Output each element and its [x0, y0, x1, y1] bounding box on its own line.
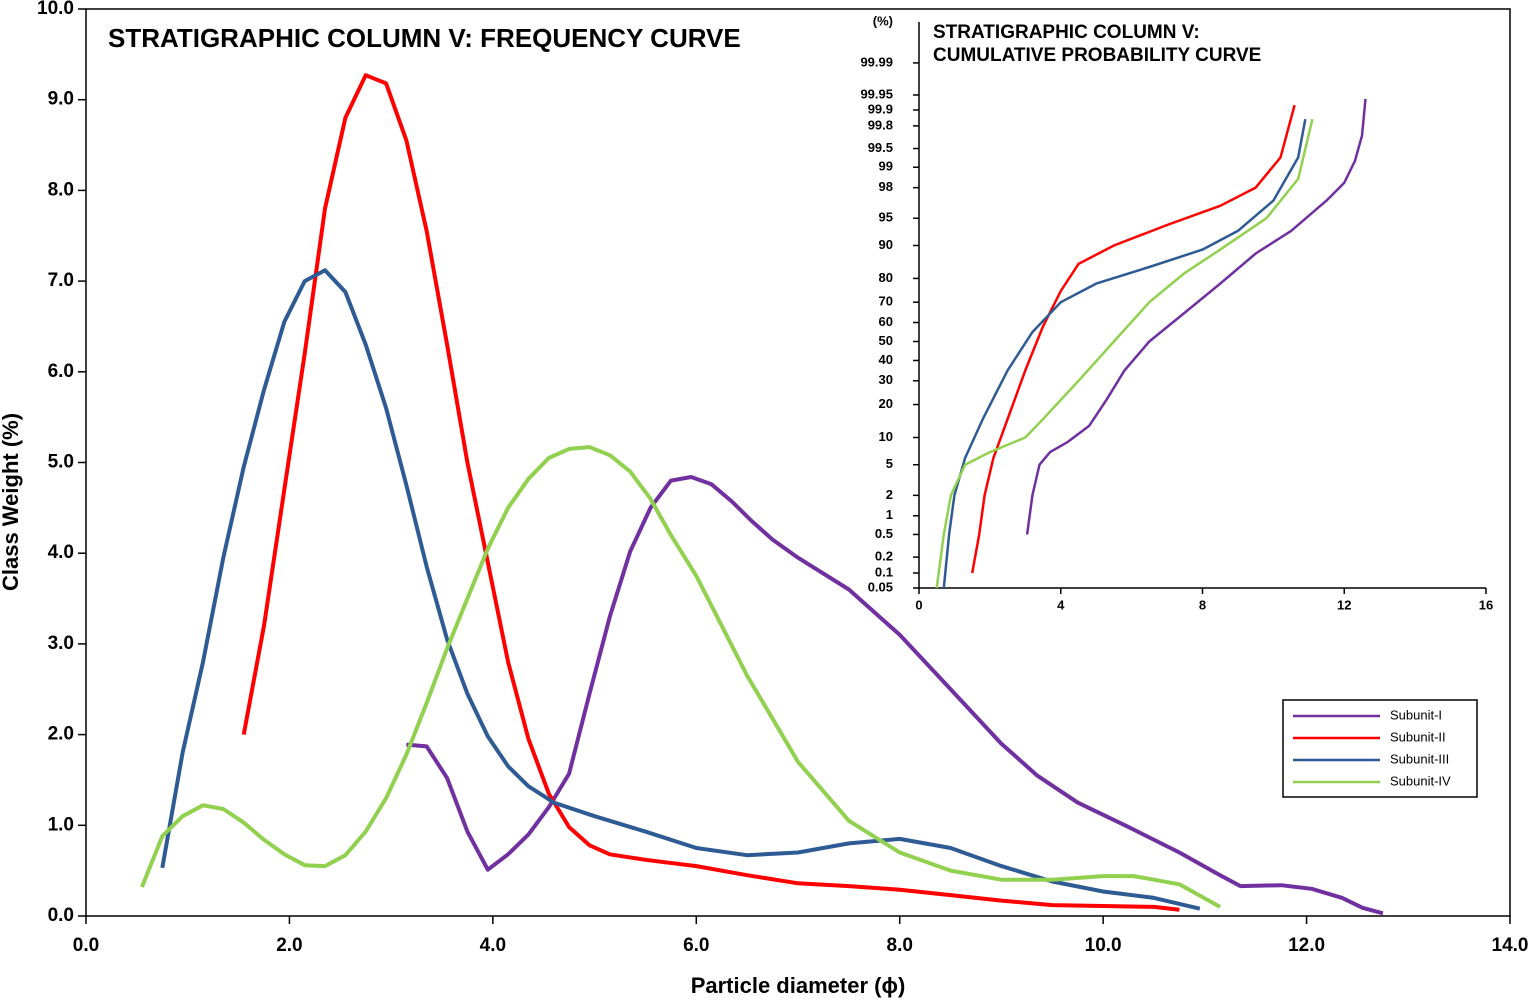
inset-title: STRATIGRAPHIC COLUMN V: — [933, 22, 1200, 43]
y-tick-label: 1.0 — [48, 814, 74, 835]
x-tick-label: 12 — [1337, 597, 1351, 612]
series-line — [406, 475, 1384, 916]
series-line — [935, 118, 1314, 589]
legend-label: Subunit-IV — [1390, 773, 1451, 788]
y-tick-label: 95 — [879, 210, 893, 225]
chart-title: STRATIGRAPHIC COLUMN V: FREQUENCY CURVE — [108, 23, 741, 53]
y-tick-label: 0.2 — [875, 549, 893, 564]
y-tick-label: 0.5 — [875, 526, 893, 541]
inset-title: CUMULATIVE PROBABILITY CURVE — [933, 45, 1261, 66]
legend-label: Subunit-III — [1390, 751, 1449, 766]
y-tick-label: 30 — [879, 372, 893, 387]
y-tick-label: 70 — [879, 294, 893, 309]
x-axis-label: Particle diameter (ϕ) — [691, 973, 906, 998]
series-line — [970, 104, 1296, 574]
y-tick-label: 1 — [886, 507, 893, 522]
y-axis-label: Class Weight (%) — [0, 413, 23, 591]
x-tick-label: 6.0 — [683, 935, 709, 956]
x-tick-label: 2.0 — [276, 935, 302, 956]
y-tick-label: 2.0 — [48, 724, 74, 745]
y-tick-label: 0.0 — [48, 905, 74, 926]
x-tick-label: 4.0 — [480, 935, 506, 956]
y-tick-label: 9.0 — [48, 89, 74, 110]
y-tick-label: 98 — [879, 179, 893, 194]
y-tick-label: 60 — [879, 314, 893, 329]
y-tick-label: 10 — [879, 429, 893, 444]
series-line — [241, 73, 1180, 912]
y-tick-label: 99.95 — [860, 86, 893, 101]
series-line — [140, 445, 1222, 909]
y-tick-label: 50 — [879, 333, 893, 348]
y-tick-label: 99.9 — [868, 101, 893, 116]
legend-label: Subunit-I — [1390, 707, 1442, 722]
y-tick-label: 2 — [886, 487, 893, 502]
x-tick-label: 16 — [1479, 597, 1493, 612]
x-tick-label: 4 — [1057, 597, 1065, 612]
legend-label: Subunit-II — [1390, 729, 1446, 744]
y-tick-label: 80 — [879, 270, 893, 285]
y-tick-label: 99.8 — [868, 117, 893, 132]
y-tick-label: 99 — [879, 159, 893, 174]
x-tick-label: 10.0 — [1085, 935, 1122, 956]
x-tick-label: 12.0 — [1288, 935, 1325, 956]
y-tick-label: 7.0 — [48, 270, 74, 291]
y-tick-label: 6.0 — [48, 361, 74, 382]
y-tick-label: 5.0 — [48, 452, 74, 473]
y-tick-label: 99.99 — [860, 54, 893, 69]
y-tick-label: 3.0 — [48, 633, 74, 654]
y-tick-label: 4.0 — [48, 542, 74, 563]
inset-y-unit: (%) — [873, 13, 893, 28]
series-line — [160, 268, 1201, 911]
x-tick-label: 8 — [1199, 597, 1206, 612]
y-tick-label: 0.05 — [868, 579, 893, 594]
x-tick-label: 8.0 — [887, 935, 913, 956]
y-tick-label: 8.0 — [48, 179, 74, 200]
x-tick-label: 0.0 — [73, 935, 99, 956]
y-tick-label: 40 — [879, 352, 893, 367]
x-tick-label: 14.0 — [1492, 935, 1529, 956]
y-tick-label: 5 — [886, 456, 893, 471]
y-tick-label: 99.5 — [868, 140, 893, 155]
y-tick-label: 0.1 — [875, 564, 893, 579]
x-tick-label: 0 — [915, 597, 922, 612]
y-tick-label: 20 — [879, 396, 893, 411]
series-line — [1025, 98, 1367, 535]
y-tick-label: 10.0 — [37, 0, 74, 19]
y-tick-label: 90 — [879, 237, 893, 252]
